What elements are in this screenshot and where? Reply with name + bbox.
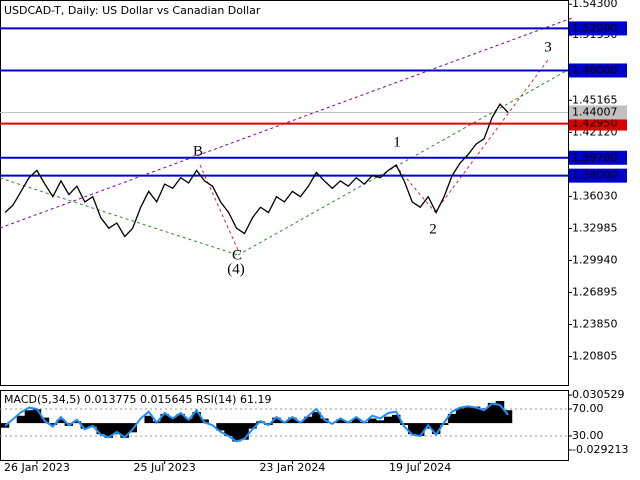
- y-tick-label: 1.20805: [572, 349, 618, 362]
- macd-bar: [503, 410, 513, 424]
- macd-bar: [368, 418, 377, 424]
- price-label-box: [569, 105, 627, 120]
- macd-bar: [391, 414, 401, 424]
- y-tick-label: 1.32985: [572, 221, 618, 234]
- macd-bar: [160, 413, 169, 424]
- macd-bar: [72, 421, 82, 424]
- macd-bar: [232, 423, 241, 442]
- y-tick-label: 1.29940: [572, 253, 618, 266]
- macd-bar: [471, 406, 481, 424]
- price-label: 1.44007: [572, 105, 618, 118]
- macd-bar: [304, 416, 313, 424]
- x-tick-label: 23 Jan 2024: [259, 461, 325, 474]
- macd-bar: [48, 423, 58, 425]
- macd-bar: [288, 417, 297, 424]
- macd-bar: [479, 408, 489, 424]
- level-label: 1.42950: [572, 117, 618, 130]
- macd-bar: [447, 413, 457, 424]
- macd-bar: [168, 417, 177, 424]
- macd-bar: [192, 412, 201, 424]
- level-label-box: [569, 21, 627, 36]
- macd-bar: [224, 423, 233, 436]
- macd-bar: [96, 423, 106, 435]
- wave-label: 2: [429, 221, 437, 237]
- y-tick-label: -0.029213: [572, 443, 628, 456]
- level-label-box: [569, 150, 627, 165]
- wave-line: [394, 164, 436, 213]
- macd-bar: [487, 402, 497, 424]
- level-label: 1.39700: [572, 151, 618, 164]
- macd-bar: [312, 412, 321, 424]
- x-tick-label: 25 Jul 2023: [134, 461, 196, 474]
- macd-bar: [56, 419, 66, 424]
- x-tick-label: 26 Jan 2023: [4, 461, 70, 474]
- macd-bar: [24, 410, 34, 424]
- y-tick-label: 1.45165: [572, 93, 618, 106]
- macd-bar: [104, 423, 114, 438]
- macd-bar: [112, 423, 122, 435]
- macd-bar: [383, 416, 393, 424]
- macd-bar: [455, 408, 465, 424]
- macd-bar: [272, 417, 281, 424]
- level-label-box: [569, 63, 627, 78]
- macd-bar: [415, 423, 425, 436]
- macd-bar: [352, 418, 361, 424]
- macd-bar: [463, 406, 473, 424]
- level-label: 1.38000: [572, 169, 618, 182]
- y-tick-label: 0.030529: [572, 388, 625, 401]
- macd-bar: [248, 423, 257, 429]
- level-label-box: [569, 116, 627, 131]
- level-label: 1.52000: [572, 21, 618, 34]
- macd-bar: [120, 423, 130, 438]
- y-tick-label: 70.00: [572, 402, 604, 415]
- macd-bar: [336, 419, 345, 424]
- wave-label: 3: [544, 39, 552, 55]
- macd-bar: [495, 401, 505, 424]
- y-tick-label: 1.36030: [572, 189, 618, 202]
- wave-label: B: [193, 143, 203, 159]
- macd-bar: [216, 423, 225, 431]
- chart-title: USDCAD-T, Daily: US Dollar vs Canadian D…: [4, 4, 261, 17]
- macd-bar: [32, 409, 42, 424]
- macd-bar: [16, 415, 26, 424]
- indicator-title: MACD(5,34,5) 0.013775 0.015645 RSI(14) 6…: [4, 393, 271, 406]
- y-tick-label: 1.23850: [572, 317, 618, 330]
- wave-line: [434, 59, 549, 213]
- main-panel: [0, 0, 569, 386]
- macd-bar: [376, 420, 385, 424]
- y-tick-label: 1.26895: [572, 285, 618, 298]
- macd-bar: [80, 423, 90, 429]
- macd-bar: [407, 423, 417, 435]
- macd-bar: [144, 415, 153, 424]
- wave-label: C: [232, 247, 242, 263]
- level-label-box: [569, 168, 627, 183]
- macd-bar: [240, 423, 249, 440]
- y-tick-label: 1.54300: [572, 0, 618, 10]
- x-tick-label: 19 Jul 2024: [389, 461, 451, 474]
- wave-label: 1: [393, 134, 401, 150]
- macd-bar: [176, 413, 185, 424]
- macd-bar: [431, 423, 441, 435]
- rsi-line: [4, 402, 509, 443]
- level-label: 1.48000: [572, 63, 618, 76]
- price-line: [4, 103, 509, 238]
- wave-label: (4): [227, 261, 245, 277]
- macd-bar: [399, 423, 409, 425]
- y-tick-label: 30.00: [572, 429, 604, 442]
